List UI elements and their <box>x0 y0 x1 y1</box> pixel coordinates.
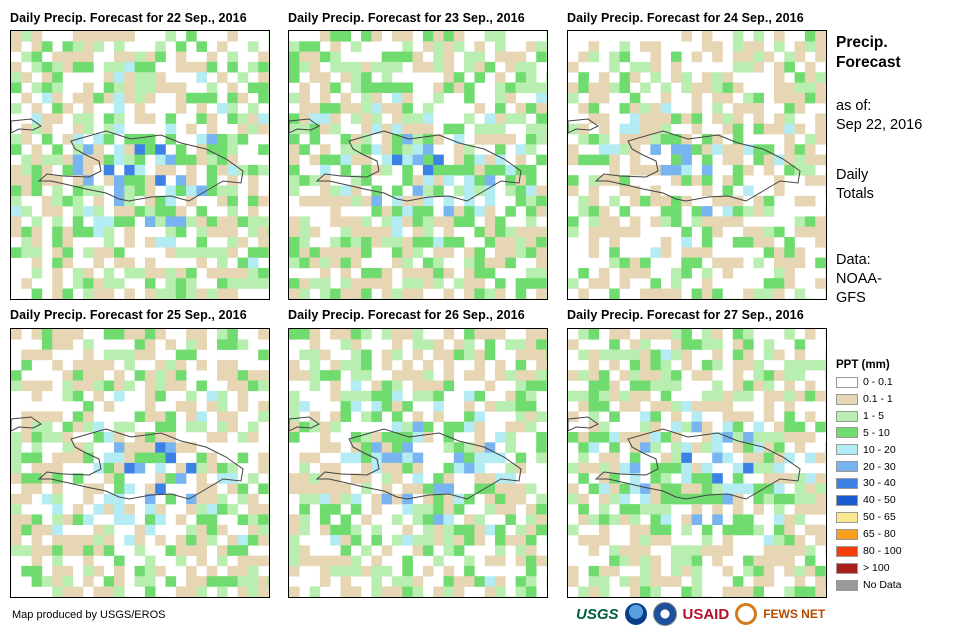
cuba-outline <box>568 118 599 134</box>
legend-label: 1 - 5 <box>863 409 885 422</box>
legend-label: 0 - 0.1 <box>863 376 893 388</box>
data-source-line2: NOAA- <box>836 271 882 287</box>
panel-title-1: Daily Precip. Forecast for 22 Sep., 2016 <box>10 11 247 25</box>
legend-item: 0 - 0.1 <box>836 376 893 389</box>
noaa-logo-icon <box>624 603 647 625</box>
legend-swatch <box>836 427 858 439</box>
fews-net-logo: FEWS NET <box>763 607 826 621</box>
legend-label: 65 - 80 <box>863 528 896 541</box>
legend-label: 40 - 50 <box>863 494 896 507</box>
legend-label: 30 - 40 <box>863 477 896 490</box>
map-panel-6 <box>567 328 827 598</box>
hispaniola-outline <box>594 428 801 500</box>
precip-grid <box>289 31 547 299</box>
legend-item: 0.1 - 1 <box>836 393 893 406</box>
map-panel-2 <box>288 30 548 300</box>
map-panel-4 <box>10 328 270 598</box>
panel-title-5: Daily Precip. Forecast for 26 Sep., 2016 <box>288 308 525 322</box>
legend-item: 5 - 10 <box>836 427 890 440</box>
legend-label: 50 - 65 <box>863 511 896 524</box>
panel-title-2: Daily Precip. Forecast for 23 Sep., 2016 <box>288 11 525 25</box>
map-panel-1 <box>10 30 270 300</box>
legend-item: > 100 <box>836 562 890 575</box>
legend-swatch <box>836 562 858 574</box>
as-of-block: as of: Sep 22, 2016 <box>836 97 922 135</box>
legend-item: 1 - 5 <box>836 410 884 423</box>
legend-swatch <box>836 545 858 557</box>
data-source-line3: GFS <box>836 290 866 306</box>
cuba-outline <box>289 118 320 134</box>
usaid-logo: USAID <box>682 605 730 623</box>
legend-swatch <box>836 528 858 540</box>
precip-grid <box>289 329 547 597</box>
fews-net-ring-icon <box>735 603 758 625</box>
side-title: Precip. Forecast <box>836 33 901 73</box>
cuba-outline <box>289 416 320 432</box>
side-title-line1: Precip. <box>836 34 888 51</box>
legend-label: 10 - 20 <box>863 443 896 456</box>
totals-line1: Daily <box>836 167 869 183</box>
hispaniola-outline <box>594 130 801 202</box>
legend-item: 80 - 100 <box>836 545 902 558</box>
legend-swatch <box>836 376 858 388</box>
logo-strip: USGS USAID FEWS NET <box>576 600 825 628</box>
data-source-block: Data: NOAA- GFS <box>836 251 882 308</box>
legend-label: 0.1 - 1 <box>863 392 893 405</box>
cuba-outline <box>568 416 599 432</box>
legend-item: 10 - 20 <box>836 444 896 457</box>
legend-label: > 100 <box>863 561 890 574</box>
legend-item: 30 - 40 <box>836 477 896 490</box>
map-panel-5 <box>288 328 548 598</box>
legend-swatch <box>836 495 858 507</box>
legend-swatch <box>836 444 858 456</box>
hispaniola-outline <box>315 428 522 500</box>
legend-item: 20 - 30 <box>836 461 896 474</box>
panel-title-3: Daily Precip. Forecast for 24 Sep., 2016 <box>567 11 804 25</box>
legend-swatch <box>836 410 858 422</box>
hispaniola-outline <box>315 130 522 202</box>
hispaniola-outline <box>37 428 244 500</box>
legend-label: 20 - 30 <box>863 460 896 473</box>
legend-item: 40 - 50 <box>836 494 896 507</box>
dhs-seal-icon <box>652 602 677 626</box>
totals-line2: Totals <box>836 186 874 202</box>
legend-swatch <box>836 393 858 405</box>
legend-swatch <box>836 478 858 490</box>
legend-label: 80 - 100 <box>863 545 902 557</box>
as-of-date: Sep 22, 2016 <box>836 117 923 133</box>
precip-grid <box>568 329 826 597</box>
side-title-line2: Forecast <box>836 54 901 71</box>
cuba-outline <box>11 416 42 432</box>
legend-label: 5 - 10 <box>863 426 890 439</box>
usgs-logo: USGS <box>576 605 619 623</box>
map-panel-3 <box>567 30 827 300</box>
hispaniola-outline <box>37 130 244 202</box>
cuba-outline <box>11 118 42 134</box>
legend-swatch <box>836 461 858 473</box>
precip-grid <box>568 31 826 299</box>
footer-credit: Map produced by USGS/EROS <box>12 609 166 621</box>
legend-title: PPT (mm) <box>836 359 890 371</box>
totals-block: Daily Totals <box>836 166 874 204</box>
precip-grid <box>11 31 269 299</box>
legend-swatch <box>836 579 858 591</box>
legend-item: 65 - 80 <box>836 528 896 541</box>
as-of-label: as of: <box>836 98 872 114</box>
panel-title-6: Daily Precip. Forecast for 27 Sep., 2016 <box>567 308 804 322</box>
precip-grid <box>11 329 269 597</box>
legend-label: No Data <box>863 578 902 591</box>
legend-item: 50 - 65 <box>836 511 896 524</box>
legend-swatch <box>836 511 858 523</box>
legend-item: No Data <box>836 579 902 592</box>
data-source-line1: Data: <box>836 252 871 268</box>
panel-title-4: Daily Precip. Forecast for 25 Sep., 2016 <box>10 308 247 322</box>
